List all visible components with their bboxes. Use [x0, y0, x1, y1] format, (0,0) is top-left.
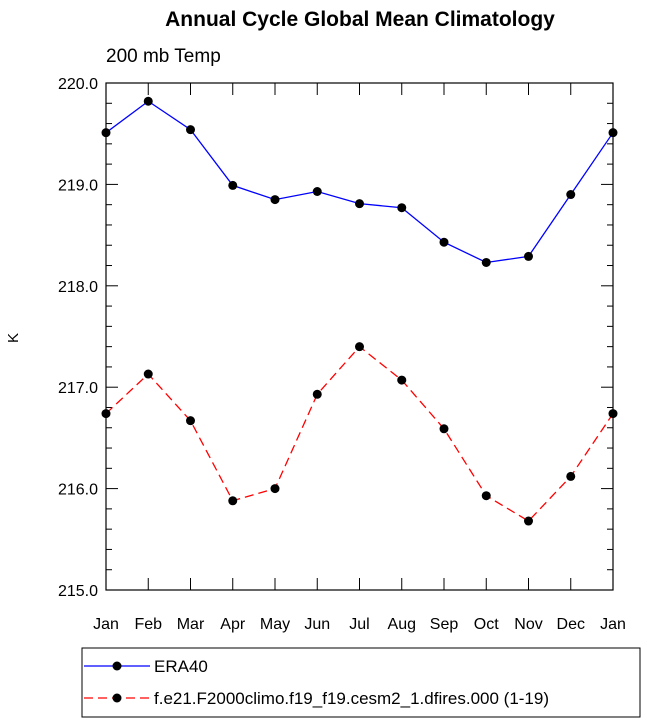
y-axis-label: K — [5, 333, 22, 343]
data-point — [524, 251, 533, 261]
data-point — [566, 471, 576, 481]
legend-label: f.e21.F2000climo.f19_f19.cesm2_1.dfires.… — [154, 689, 549, 708]
data-point — [228, 180, 238, 190]
data-point — [355, 199, 364, 209]
tick-labels: 215.0 216.0 217.0 218.0 219.0 220.0 Jan Feb Mar A… — [58, 76, 626, 633]
y-tick-label: 219.0 — [58, 177, 98, 194]
x-tick-label: Jul — [349, 616, 369, 633]
data-point — [481, 257, 491, 267]
data-point — [566, 190, 576, 200]
y-tick-label: 220.0 — [58, 76, 98, 93]
chart-title: Annual Cycle Global Mean Climatology — [165, 8, 555, 31]
x-tick-label: Oct — [474, 616, 499, 633]
series-1 — [101, 342, 618, 526]
x-tick-label: Jan — [600, 616, 626, 633]
x-tick-label: Dec — [557, 616, 585, 633]
data-point — [397, 203, 407, 213]
legend-label: ERA40 — [154, 657, 208, 676]
data-point — [228, 496, 238, 506]
data-point — [143, 369, 153, 379]
x-tick-label: Jun — [304, 616, 330, 633]
data-point — [312, 186, 322, 196]
y-tick-label: 218.0 — [58, 279, 98, 296]
x-tick-label: Aug — [388, 616, 416, 633]
x-tick-label: May — [260, 616, 290, 633]
y-tick-label: 215.0 — [58, 583, 98, 600]
data-point — [439, 424, 449, 434]
x-tick-label: Mar — [177, 616, 205, 633]
data-point — [439, 237, 449, 247]
series-line — [105, 345, 614, 522]
y-tick-label: 217.0 — [58, 380, 98, 397]
x-tick-label: Apr — [220, 616, 246, 633]
x-tick-label: Jan — [93, 616, 119, 633]
chart-subtitle: 200 mb Temp — [106, 46, 221, 67]
x-tick-label: Feb — [134, 616, 162, 633]
data-point — [355, 342, 364, 352]
legend-marker — [112, 693, 122, 703]
data-point — [481, 491, 491, 501]
series-0 — [101, 96, 618, 267]
data-point — [143, 96, 153, 106]
data-point — [186, 416, 195, 426]
x-tick-label: Nov — [514, 616, 542, 633]
legend-marker — [112, 661, 122, 671]
plot-frame — [105, 82, 614, 591]
data-point — [270, 484, 280, 494]
data-point — [524, 516, 533, 526]
data-point — [186, 125, 195, 135]
legend-box — [81, 647, 641, 718]
data-point — [270, 195, 280, 205]
axis-ticks — [105, 82, 614, 591]
data-point — [312, 389, 322, 399]
y-tick-label: 216.0 — [58, 482, 98, 499]
legend: ERA40 f.e21.F2000climo.f19_f19.cesm2_1.df… — [81, 647, 641, 718]
series-layer — [101, 96, 618, 526]
series-line — [105, 100, 614, 264]
data-point — [397, 375, 407, 385]
x-tick-label: Sep — [430, 616, 459, 633]
